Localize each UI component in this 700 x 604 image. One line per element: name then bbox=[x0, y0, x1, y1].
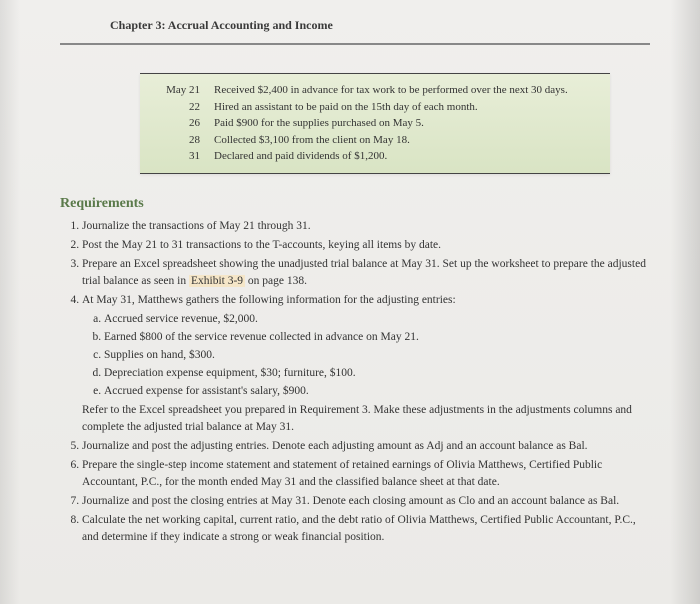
transaction-row: 31 Declared and paid dividends of $1,200… bbox=[154, 148, 596, 165]
req-text: Journalize and post the closing entries … bbox=[82, 495, 619, 507]
transaction-row: 26 Paid $900 for the supplies purchased … bbox=[154, 115, 596, 132]
requirement-item: Prepare an Excel spreadsheet showing the… bbox=[82, 256, 650, 290]
requirement-item: Prepare the single-step income statement… bbox=[82, 457, 650, 491]
requirement-item: Journalize and post the adjusting entrie… bbox=[82, 438, 650, 455]
requirement-item: Post the May 21 to 31 transactions to th… bbox=[82, 237, 650, 254]
transaction-date: May 21 bbox=[154, 82, 214, 99]
req-text: Depreciation expense equipment, $30; fur… bbox=[104, 367, 356, 379]
textbook-page: Chapter 3: Accrual Accounting and Income… bbox=[0, 0, 700, 604]
req-text: Prepare an Excel spreadsheet showing the… bbox=[82, 258, 646, 287]
transaction-date: 26 bbox=[154, 115, 214, 132]
req-text: Supplies on hand, $300. bbox=[104, 349, 215, 361]
req-text: Journalize the transactions of May 21 th… bbox=[82, 220, 311, 232]
transaction-date: 22 bbox=[154, 99, 214, 116]
req-text: Accrued expense for assistant's salary, … bbox=[104, 385, 309, 397]
page-shadow-left bbox=[0, 0, 20, 604]
req-text: At May 31, Matthews gathers the followin… bbox=[82, 294, 456, 306]
requirements-heading: Requirements bbox=[60, 196, 650, 212]
transaction-row: May 21 Received $2,400 in advance for ta… bbox=[154, 82, 596, 99]
req-text: Accrued service revenue, $2,000. bbox=[104, 313, 258, 325]
sub-requirement-item: Accrued expense for assistant's salary, … bbox=[104, 383, 650, 400]
requirement-item: At May 31, Matthews gathers the followin… bbox=[82, 292, 650, 436]
transaction-desc: Collected $3,100 from the client on May … bbox=[214, 132, 596, 149]
req-text: Post the May 21 to 31 transactions to th… bbox=[82, 239, 441, 251]
req-text: on page 138. bbox=[245, 275, 307, 287]
req-text: Journalize and post the adjusting entrie… bbox=[82, 440, 588, 452]
requirement-item: Journalize and post the closing entries … bbox=[82, 493, 650, 510]
requirement-item: Journalize the transactions of May 21 th… bbox=[82, 218, 650, 235]
transaction-desc: Hired an assistant to be paid on the 15t… bbox=[214, 99, 596, 116]
transaction-desc: Received $2,400 in advance for tax work … bbox=[214, 82, 596, 99]
sub-requirements-list: Accrued service revenue, $2,000. Earned … bbox=[82, 311, 650, 400]
page-shadow-right bbox=[670, 0, 700, 604]
transaction-desc: Declared and paid dividends of $1,200. bbox=[214, 148, 596, 165]
req-text: Prepare the single-step income statement… bbox=[82, 459, 602, 488]
sub-requirement-item: Depreciation expense equipment, $30; fur… bbox=[104, 365, 650, 382]
req-paragraph: Refer to the Excel spreadsheet you prepa… bbox=[82, 402, 650, 436]
requirement-item: Calculate the net working capital, curre… bbox=[82, 512, 650, 546]
sub-requirement-item: Accrued service revenue, $2,000. bbox=[104, 311, 650, 328]
requirements-list: Journalize the transactions of May 21 th… bbox=[60, 218, 650, 546]
transaction-date: 28 bbox=[154, 132, 214, 149]
exhibit-highlight: Exhibit 3-9 bbox=[189, 275, 245, 287]
sub-requirement-item: Supplies on hand, $300. bbox=[104, 347, 650, 364]
chapter-header: Chapter 3: Accrual Accounting and Income bbox=[60, 18, 650, 45]
sub-requirement-item: Earned $800 of the service revenue colle… bbox=[104, 329, 650, 346]
transaction-date: 31 bbox=[154, 148, 214, 165]
req-text: Calculate the net working capital, curre… bbox=[82, 514, 636, 543]
transaction-desc: Paid $900 for the supplies purchased on … bbox=[214, 115, 596, 132]
transactions-box: May 21 Received $2,400 in advance for ta… bbox=[140, 73, 610, 174]
transaction-row: 22 Hired an assistant to be paid on the … bbox=[154, 99, 596, 116]
transaction-row: 28 Collected $3,100 from the client on M… bbox=[154, 132, 596, 149]
req-text: Earned $800 of the service revenue colle… bbox=[104, 331, 419, 343]
